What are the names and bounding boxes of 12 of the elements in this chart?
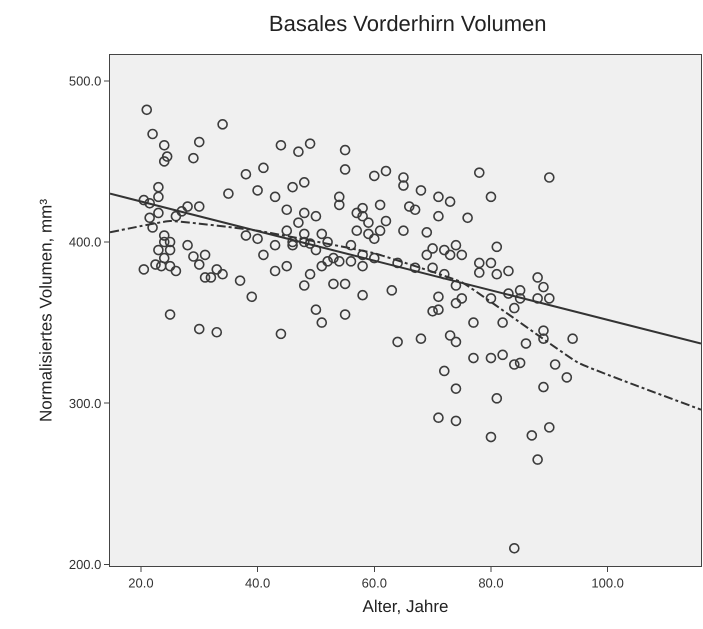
chart-title: Basales Vorderhirn Volumen — [268, 11, 547, 36]
y-tick-label: 400.0 — [68, 234, 102, 250]
x-tick-label: 20.0 — [128, 576, 154, 591]
y-tick-label: 300.0 — [68, 396, 102, 411]
x-tick-label: 100.0 — [591, 576, 624, 591]
y-tick-label: 500.0 — [68, 73, 102, 88]
x-axis-title: Alter, Jahre — [362, 597, 448, 616]
x-tick-label: 80.0 — [478, 576, 504, 591]
y-axis-title: Normalisiertes Volumen, mm³ — [36, 198, 56, 422]
x-tick-label: 40.0 — [244, 576, 270, 591]
x-tick-label: 60.0 — [362, 576, 387, 591]
y-tick-label: 200.0 — [68, 556, 102, 572]
